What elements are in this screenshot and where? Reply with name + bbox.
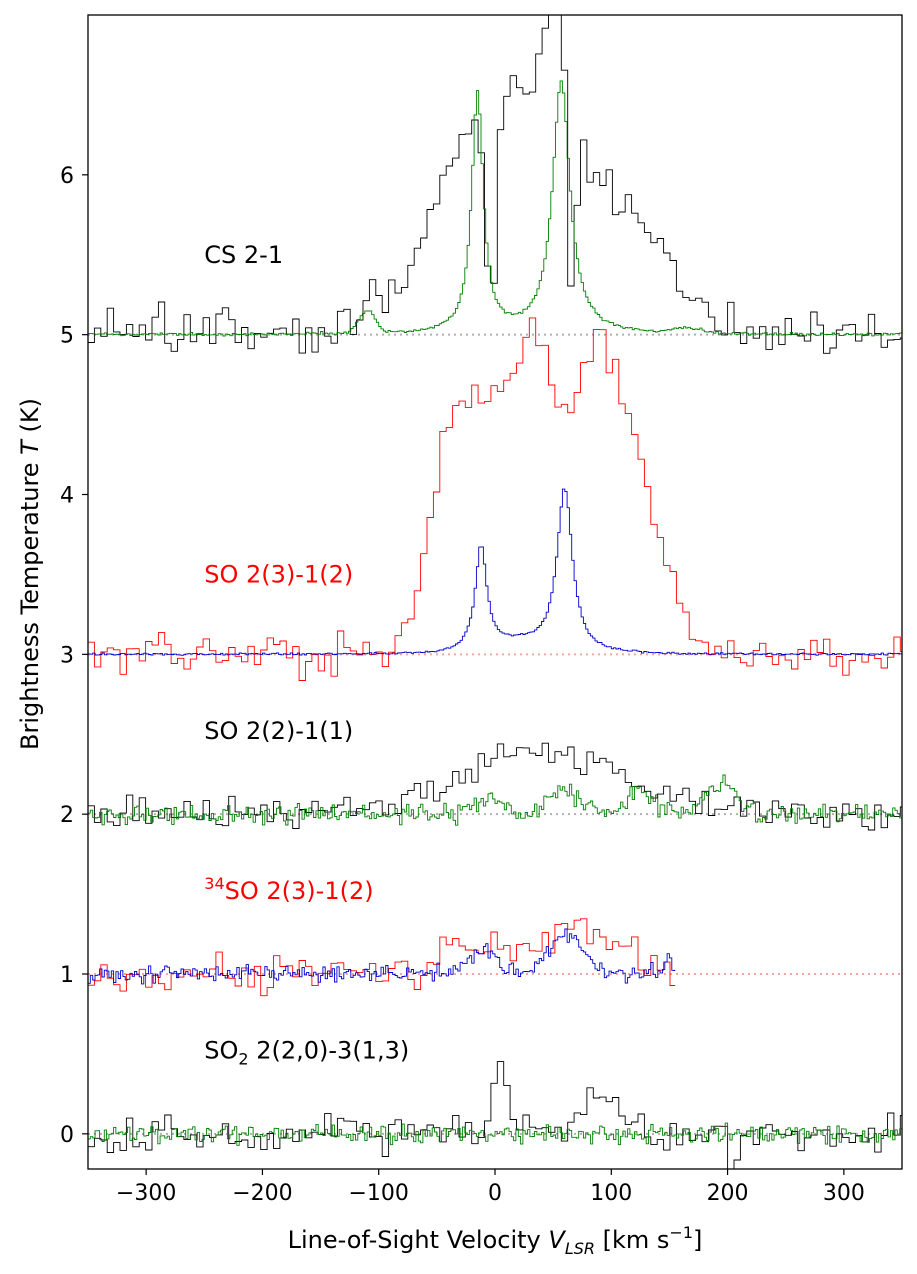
series-group [88, 15, 902, 1169]
y-axis-ticks: 0 1 2 3 4 5 6 [60, 164, 88, 1148]
label-so23: SO 2(3)-1(2) [204, 560, 353, 588]
series-5 [88, 774, 902, 826]
series-1 [88, 80, 902, 337]
x-axis-ticks: −300 −200 −100 0 100 200 300 [116, 1169, 865, 1206]
line-labels: CS 2-1 SO 2(3)-1(2) SO 2(2)-1(1) 34SO 2(3)-… [204, 241, 409, 1069]
series-8 [88, 1061, 902, 1169]
label-so2: SO2 2(2,0)-3(1,3) [204, 1037, 409, 1069]
label-so34: 34SO 2(3)-1(2) [204, 874, 373, 905]
series-4 [88, 742, 902, 831]
label-cs: CS 2-1 [204, 241, 283, 269]
series-2 [88, 317, 902, 681]
x-tick-label-6: 300 [823, 1181, 865, 1206]
plot-frame [87, 14, 903, 1170]
x-tick-label-4: 100 [590, 1181, 632, 1206]
series-6 [88, 918, 676, 997]
x-tick-label-2: −100 [348, 1181, 408, 1206]
y-axis-label: Brightness Temperature T (K) [16, 398, 44, 750]
y-tick-label-2: 2 [60, 803, 74, 828]
y-tick-label-4: 4 [60, 484, 74, 509]
y-tick-label-3: 3 [60, 643, 74, 668]
x-tick-label-1: −200 [232, 1181, 292, 1206]
y-tick-label-5: 5 [60, 324, 74, 349]
y-tick-label-0: 0 [60, 1123, 74, 1148]
x-tick-label-3: 0 [488, 1181, 502, 1206]
y-tick-label-6: 6 [60, 164, 74, 189]
label-so22: SO 2(2)-1(1) [204, 717, 353, 745]
series-7 [88, 928, 676, 985]
x-tick-label-5: 200 [707, 1181, 749, 1206]
series-3 [88, 488, 902, 656]
series-9 [88, 1122, 902, 1146]
series-0 [88, 15, 902, 354]
x-axis-label: Line-of-Sight Velocity VLSR [km s−1] [288, 1223, 703, 1258]
y-tick-label-1: 1 [60, 963, 74, 988]
x-tick-label-0: −300 [116, 1181, 176, 1206]
